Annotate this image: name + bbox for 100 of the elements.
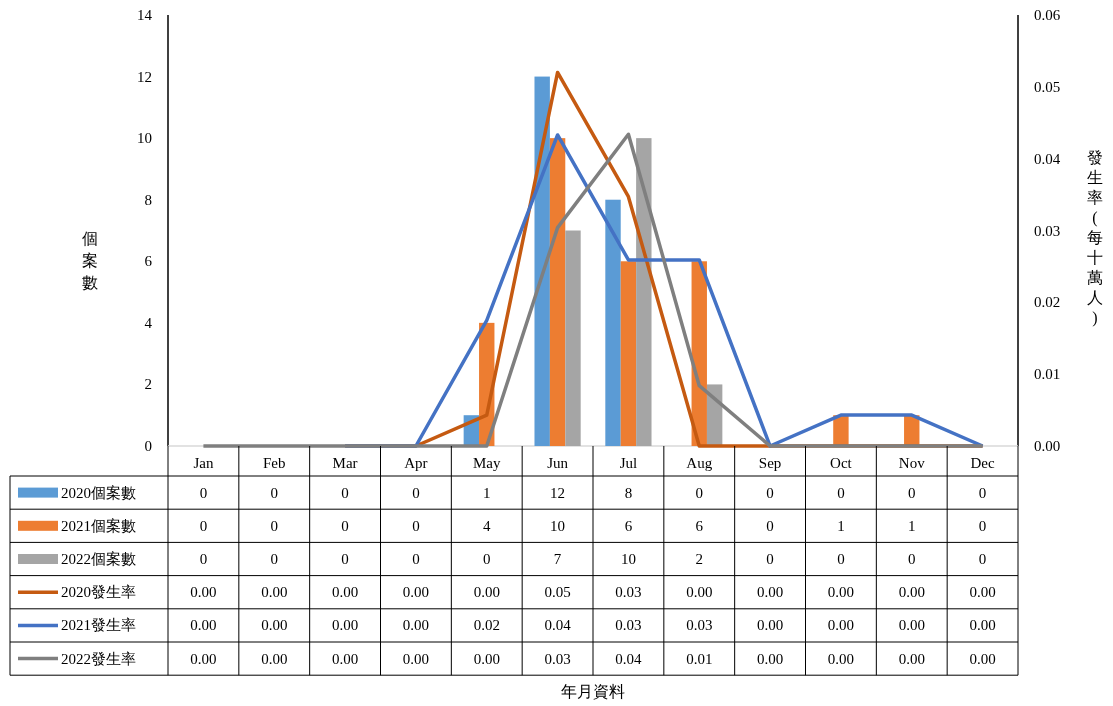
y-tick-label: 12	[137, 68, 152, 85]
data-label: 1	[837, 517, 845, 534]
data-label: 0	[199, 517, 208, 534]
x-tick-label: Nov	[898, 455, 926, 471]
data-label: 0	[412, 517, 420, 534]
data-label: 0	[412, 484, 420, 501]
y-tick-label: 14	[137, 7, 153, 23]
data-label: 0.00	[898, 617, 925, 634]
data-label: 0	[341, 551, 349, 567]
data-label: 0.00	[473, 650, 500, 667]
x-tick-label: Apr	[404, 455, 428, 471]
data-label: 8	[624, 484, 633, 501]
y2-tick-label: 0.02	[1034, 294, 1061, 311]
legend-label: 2022發生率	[61, 650, 136, 667]
legend-label: 2022個案數	[61, 551, 136, 567]
data-label: 0	[837, 484, 845, 501]
data-label: 0.00	[756, 617, 784, 634]
data-label: 7	[553, 551, 562, 567]
data-label: 0	[908, 551, 916, 567]
x-tick-label: May	[473, 455, 501, 471]
data-label: 0.00	[402, 650, 430, 667]
data-label: 0.00	[827, 617, 855, 634]
bar	[549, 138, 566, 446]
y2-tick-label: 0.04	[1034, 150, 1061, 167]
data-label: 0	[695, 484, 703, 501]
y2-tick-label: 0.01	[1034, 366, 1061, 383]
bar	[605, 199, 621, 446]
x-tick-label: Jan	[193, 455, 214, 471]
data-label: 0.00	[473, 584, 500, 601]
data-label: 1	[908, 517, 916, 534]
data-label: 0	[270, 517, 278, 534]
legend-label: 2021發生率	[61, 617, 136, 634]
data-label: 0	[341, 517, 349, 534]
x-tick-label: Oct	[830, 455, 853, 471]
data-label: 0.03	[686, 617, 713, 634]
data-label: 0.04	[544, 617, 572, 634]
data-label: 0.00	[969, 650, 996, 667]
data-label: 1	[483, 484, 491, 501]
y-tick-label: 10	[137, 130, 152, 147]
bar	[620, 261, 637, 446]
data-label: 0.04	[615, 650, 643, 667]
data-label: 0	[483, 551, 491, 567]
data-label: 0.03	[615, 584, 642, 601]
data-label: 0.00	[827, 650, 855, 667]
data-label: 0.03	[615, 617, 642, 634]
data-label: 0.00	[331, 617, 359, 634]
data-label: 0.05	[544, 584, 571, 601]
y-tick-label: 0	[144, 438, 152, 454]
x-tick-label: Aug	[686, 455, 713, 471]
bar	[636, 138, 652, 446]
data-label: 6	[695, 517, 704, 534]
data-label: 12	[550, 484, 566, 501]
text: 0.00	[261, 617, 288, 634]
y2-tick-label: 0.00	[1034, 438, 1061, 454]
data-label: 0	[199, 484, 208, 501]
data-label: 0.00	[331, 650, 359, 667]
y-tick-label: 8	[144, 191, 152, 208]
data-label: 0	[270, 551, 278, 567]
legend-label: 2020個案數	[61, 484, 136, 501]
x-tick-label: Feb	[263, 455, 286, 471]
y-tick-label: 2	[144, 376, 152, 393]
data-label: 0.00	[898, 650, 925, 667]
y2-axis-title: 發生率(每十萬人)	[1087, 149, 1103, 326]
data-label: 0.00	[402, 584, 430, 601]
legend-label: 2020發生率	[61, 584, 136, 601]
data-label: 0.00	[402, 617, 430, 634]
data-label: 2	[695, 551, 703, 567]
data-label: 0	[412, 551, 420, 567]
text: 0.00	[190, 584, 217, 601]
text: 0.00	[190, 617, 217, 634]
data-label: 0	[978, 517, 987, 534]
data-label: 0.00	[969, 617, 996, 634]
x-tick-label: Mar	[332, 455, 358, 471]
data-label: 0.03	[544, 650, 571, 667]
data-label: 0	[199, 551, 208, 567]
x-tick-label: Jun	[547, 455, 569, 471]
data-label: 0.00	[331, 584, 359, 601]
data-label: 0	[766, 484, 774, 501]
data-label: 6	[624, 517, 633, 534]
data-label: 0.01	[686, 650, 713, 667]
y2-tick-label: 0.03	[1034, 222, 1061, 239]
data-label: 0.00	[969, 584, 996, 601]
text: 0.00	[261, 584, 288, 601]
y-tick-label: 4	[144, 314, 153, 331]
data-label: 0	[766, 551, 774, 567]
data-label: 0	[978, 551, 987, 567]
data-label: 0.00	[827, 584, 855, 601]
data-label: 10	[620, 551, 636, 567]
y2-tick-label: 0.06	[1034, 7, 1061, 23]
data-label: 10	[550, 517, 566, 534]
y-tick-label: 6	[144, 253, 153, 270]
data-label: 0	[341, 484, 349, 501]
data-label: 0.00	[756, 650, 784, 667]
data-label: 0	[766, 517, 774, 534]
annotation: 年月資料	[561, 683, 625, 700]
data-label: 0.00	[190, 650, 217, 667]
x-tick-label: Dec	[970, 455, 995, 471]
y2-tick-label: 0.05	[1034, 78, 1061, 95]
data-label: 0.00	[686, 584, 713, 601]
legend-label: 2021個案數	[61, 517, 136, 534]
